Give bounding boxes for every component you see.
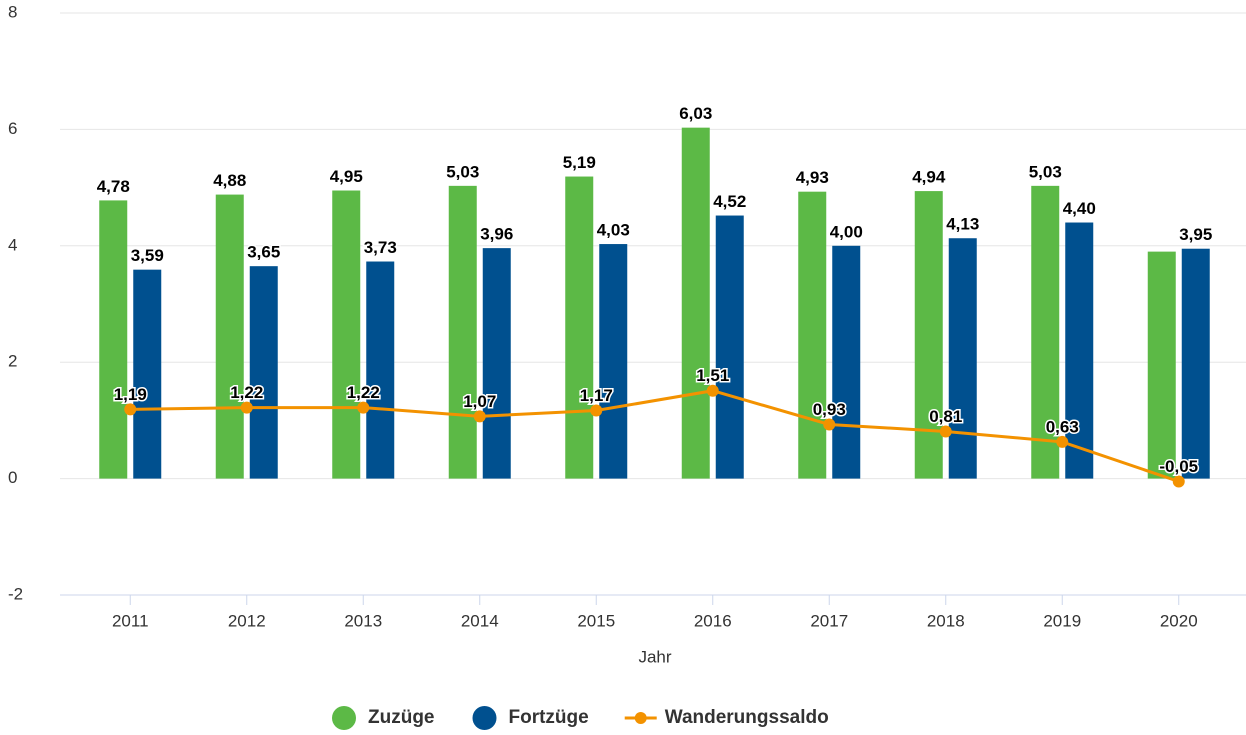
- value-label: 4,95: [330, 167, 363, 186]
- bar: [1147, 251, 1176, 479]
- line-point: [357, 401, 370, 414]
- line-point: [124, 403, 137, 416]
- legend-item: Fortzüge: [472, 706, 589, 730]
- y-tick-label: 4: [8, 235, 17, 254]
- value-label: 6,03: [679, 104, 712, 123]
- bar: [565, 176, 594, 479]
- legend-symbol: [472, 706, 497, 730]
- value-label: 3,95: [1179, 225, 1212, 244]
- legend-label: Zuzüge: [368, 707, 435, 728]
- value-label: 1,17: [580, 386, 613, 405]
- x-tick-label: 2013: [344, 611, 382, 630]
- y-tick-label: 6: [8, 119, 17, 138]
- value-label: 5,03: [446, 162, 479, 181]
- value-label: 4,52: [713, 192, 746, 211]
- legend-label: Fortzüge: [509, 707, 589, 728]
- y-tick-label: 0: [8, 468, 17, 487]
- x-tick-label: 2019: [1043, 611, 1081, 630]
- legend-item: Zuzüge: [332, 706, 435, 730]
- x-tick-label: 2012: [228, 611, 266, 630]
- value-label: 0,93: [813, 400, 846, 419]
- bar: [249, 266, 278, 479]
- value-label: 5,03: [1029, 162, 1062, 181]
- line-point: [939, 425, 952, 438]
- line-point: [590, 404, 603, 417]
- line-point: [240, 401, 253, 414]
- x-tick-label: 2017: [810, 611, 848, 630]
- value-label: 1,22: [347, 383, 380, 402]
- bar: [681, 127, 710, 479]
- line-point: [706, 384, 719, 397]
- value-label: 3,73: [364, 238, 397, 257]
- bar: [482, 248, 511, 479]
- bar: [832, 245, 861, 479]
- value-label: 1,19: [114, 385, 147, 404]
- x-tick-label: 2011: [112, 611, 149, 630]
- x-tick-label: 2016: [694, 611, 732, 630]
- value-label: 5,19: [563, 153, 596, 172]
- value-label: 4,03: [597, 221, 630, 240]
- y-tick-label: 8: [8, 2, 17, 21]
- x-axis-label: Jahr: [638, 647, 671, 666]
- legend-label: Wanderungssaldo: [665, 707, 829, 728]
- x-tick-label: 2018: [927, 611, 965, 630]
- bar: [133, 269, 162, 479]
- bar: [448, 185, 477, 479]
- value-label: 1,22: [230, 383, 263, 402]
- bar: [99, 200, 128, 479]
- bar: [1031, 185, 1060, 479]
- bar: [366, 261, 395, 479]
- bar: [1181, 248, 1210, 479]
- legend-item: Wanderungssaldo: [624, 707, 829, 728]
- bar: [332, 190, 361, 479]
- value-label: 1,07: [463, 392, 496, 411]
- bar: [599, 244, 628, 479]
- value-label: 4,88: [213, 171, 246, 190]
- x-tick-label: 2020: [1160, 611, 1198, 630]
- line-point: [1172, 475, 1185, 488]
- y-tick-label: -2: [8, 584, 23, 603]
- line-point: [473, 410, 486, 423]
- value-label: 3,96: [480, 225, 513, 244]
- value-label: 4,13: [946, 215, 979, 234]
- value-label: 4,78: [97, 177, 130, 196]
- bar: [914, 191, 943, 479]
- bar: [948, 238, 977, 479]
- legend-symbol: [634, 712, 647, 724]
- bar: [798, 191, 827, 479]
- value-label: 3,65: [247, 243, 280, 262]
- line-point: [1056, 435, 1069, 448]
- legend-symbol: [332, 706, 356, 730]
- y-tick-label: 2: [8, 352, 17, 371]
- x-tick-label: 2015: [577, 611, 615, 630]
- value-label: 0,63: [1046, 417, 1079, 436]
- value-label: 4,94: [912, 168, 946, 187]
- line: [130, 389, 1180, 483]
- value-label: 3,59: [131, 246, 164, 265]
- value-label: 4,40: [1063, 199, 1096, 218]
- value-label: 4,00: [830, 222, 863, 241]
- x-tick-label: 2014: [461, 611, 499, 630]
- bar: [1065, 222, 1094, 479]
- line-point: [823, 418, 836, 431]
- value-label: 1,51: [696, 366, 729, 385]
- bar: [215, 194, 244, 479]
- value-label: 0,81: [929, 407, 962, 426]
- value-label: 4,93: [796, 168, 829, 187]
- value-label: -0,05: [1159, 457, 1198, 476]
- bar: [715, 215, 744, 479]
